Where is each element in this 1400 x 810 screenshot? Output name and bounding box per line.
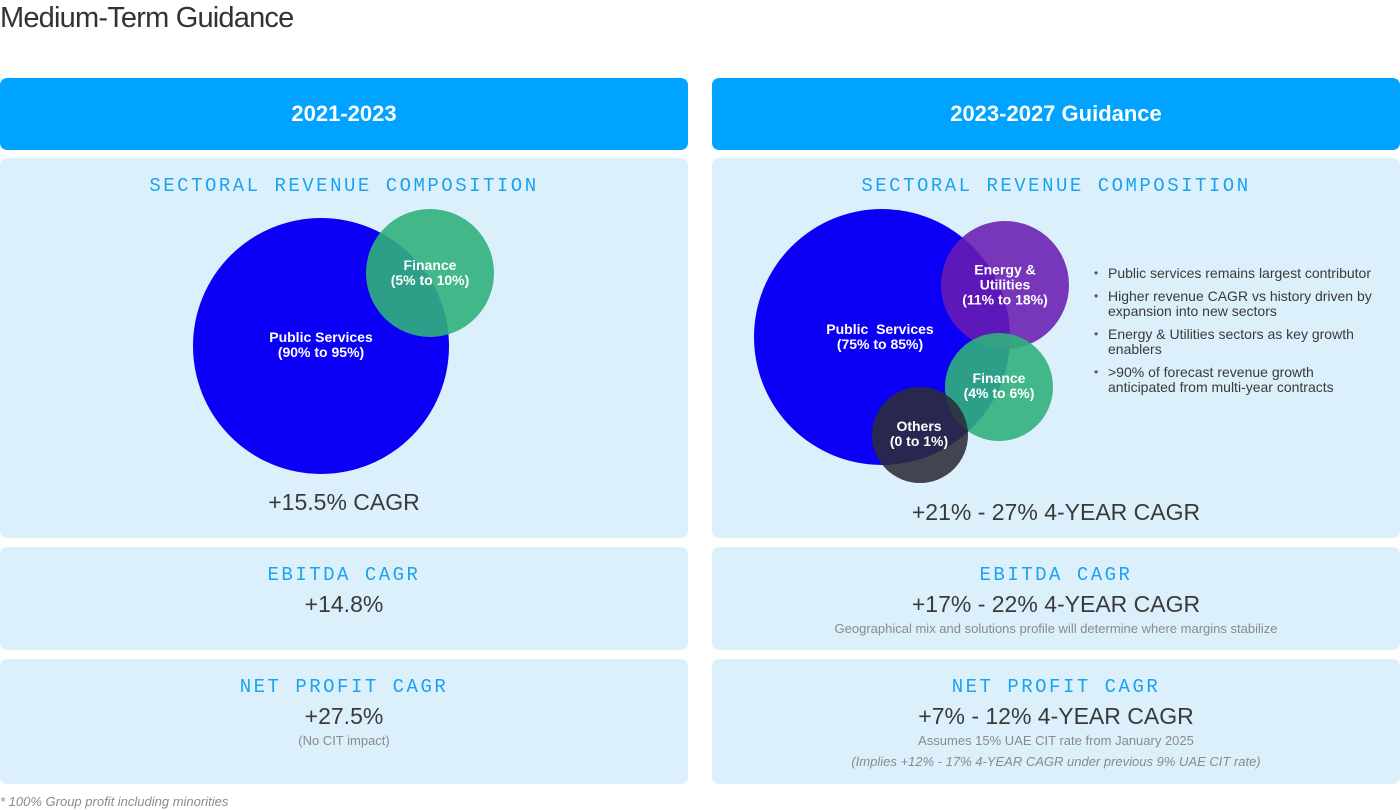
net-profit-section-label: NET PROFIT CAGR bbox=[951, 676, 1161, 698]
ebitda-section-label: EBITDA CAGR bbox=[979, 564, 1133, 586]
ebitda-value: +14.8% bbox=[304, 591, 384, 617]
guidance-bullet-list: Public services remains largest contribu… bbox=[1094, 266, 1384, 403]
list-item: Energy & Utilities sectors as key growth… bbox=[1094, 327, 1384, 357]
net-profit-value: +7% - 12% 4-YEAR CAGR bbox=[918, 703, 1194, 729]
net-profit-note-implied: (Implies +12% - 17% 4-YEAR CAGR under pr… bbox=[851, 754, 1261, 769]
bubble-label-public-services: Public Services (90% to 95%) bbox=[269, 329, 373, 360]
net-profit-note: (No CIT impact) bbox=[298, 733, 390, 748]
net-profit-section-label: NET PROFIT CAGR bbox=[239, 676, 449, 698]
bubble-finance bbox=[366, 209, 494, 337]
period-header-2023-2027: 2023-2027 Guidance bbox=[712, 78, 1400, 150]
bubble-label-others: Others (0 to 1%) bbox=[889, 418, 949, 449]
ebitda-note: Geographical mix and solutions profile w… bbox=[834, 621, 1278, 636]
ebitda-section-label: EBITDA CAGR bbox=[267, 564, 421, 586]
bubble-label-finance: Finance (4% to 6%) bbox=[963, 370, 1035, 401]
bubble-label-public-services: Public Services (75% to 85%) bbox=[826, 321, 934, 352]
right-net-profit-panel: NET PROFIT CAGR +7% - 12% 4-YEAR CAGR As… bbox=[712, 659, 1400, 784]
period-header-2021-2023: 2021-2023 bbox=[0, 78, 688, 150]
bubble-label-finance: Finance (5% to 10%) bbox=[390, 257, 470, 288]
list-item: Higher revenue CAGR vs history driven by… bbox=[1094, 289, 1384, 319]
bubble-energy-utilities bbox=[941, 221, 1069, 349]
net-profit-note: Assumes 15% UAE CIT rate from January 20… bbox=[918, 733, 1194, 748]
revenue-section-label: SECTORAL REVENUE COMPOSITION bbox=[149, 175, 539, 197]
list-item: >90% of forecast revenue growth anticipa… bbox=[1094, 365, 1384, 395]
page-title: Medium-Term Guidance bbox=[0, 2, 294, 34]
revenue-cagr-value: +15.5% CAGR bbox=[268, 489, 420, 515]
right-ebitda-panel: EBITDA CAGR +17% - 22% 4-YEAR CAGR Geogr… bbox=[712, 547, 1400, 650]
list-item: Public services remains largest contribu… bbox=[1094, 266, 1384, 282]
bubble-others bbox=[872, 387, 968, 483]
left-net-profit-panel: NET PROFIT CAGR +27.5% (No CIT impact) bbox=[0, 659, 688, 784]
footnote: * 100% Group profit including minorities bbox=[0, 794, 229, 809]
left-ebitda-panel: EBITDA CAGR +14.8% bbox=[0, 547, 688, 650]
bubble-label-energy-utilities: Energy & Utilities (11% to 18%) bbox=[962, 261, 1048, 308]
revenue-section-label: SECTORAL REVENUE COMPOSITION bbox=[861, 175, 1251, 197]
net-profit-value: +27.5% bbox=[304, 703, 384, 729]
ebitda-value: +17% - 22% 4-YEAR CAGR bbox=[911, 591, 1201, 617]
revenue-cagr-value: +21% - 27% 4-YEAR CAGR bbox=[911, 499, 1201, 525]
